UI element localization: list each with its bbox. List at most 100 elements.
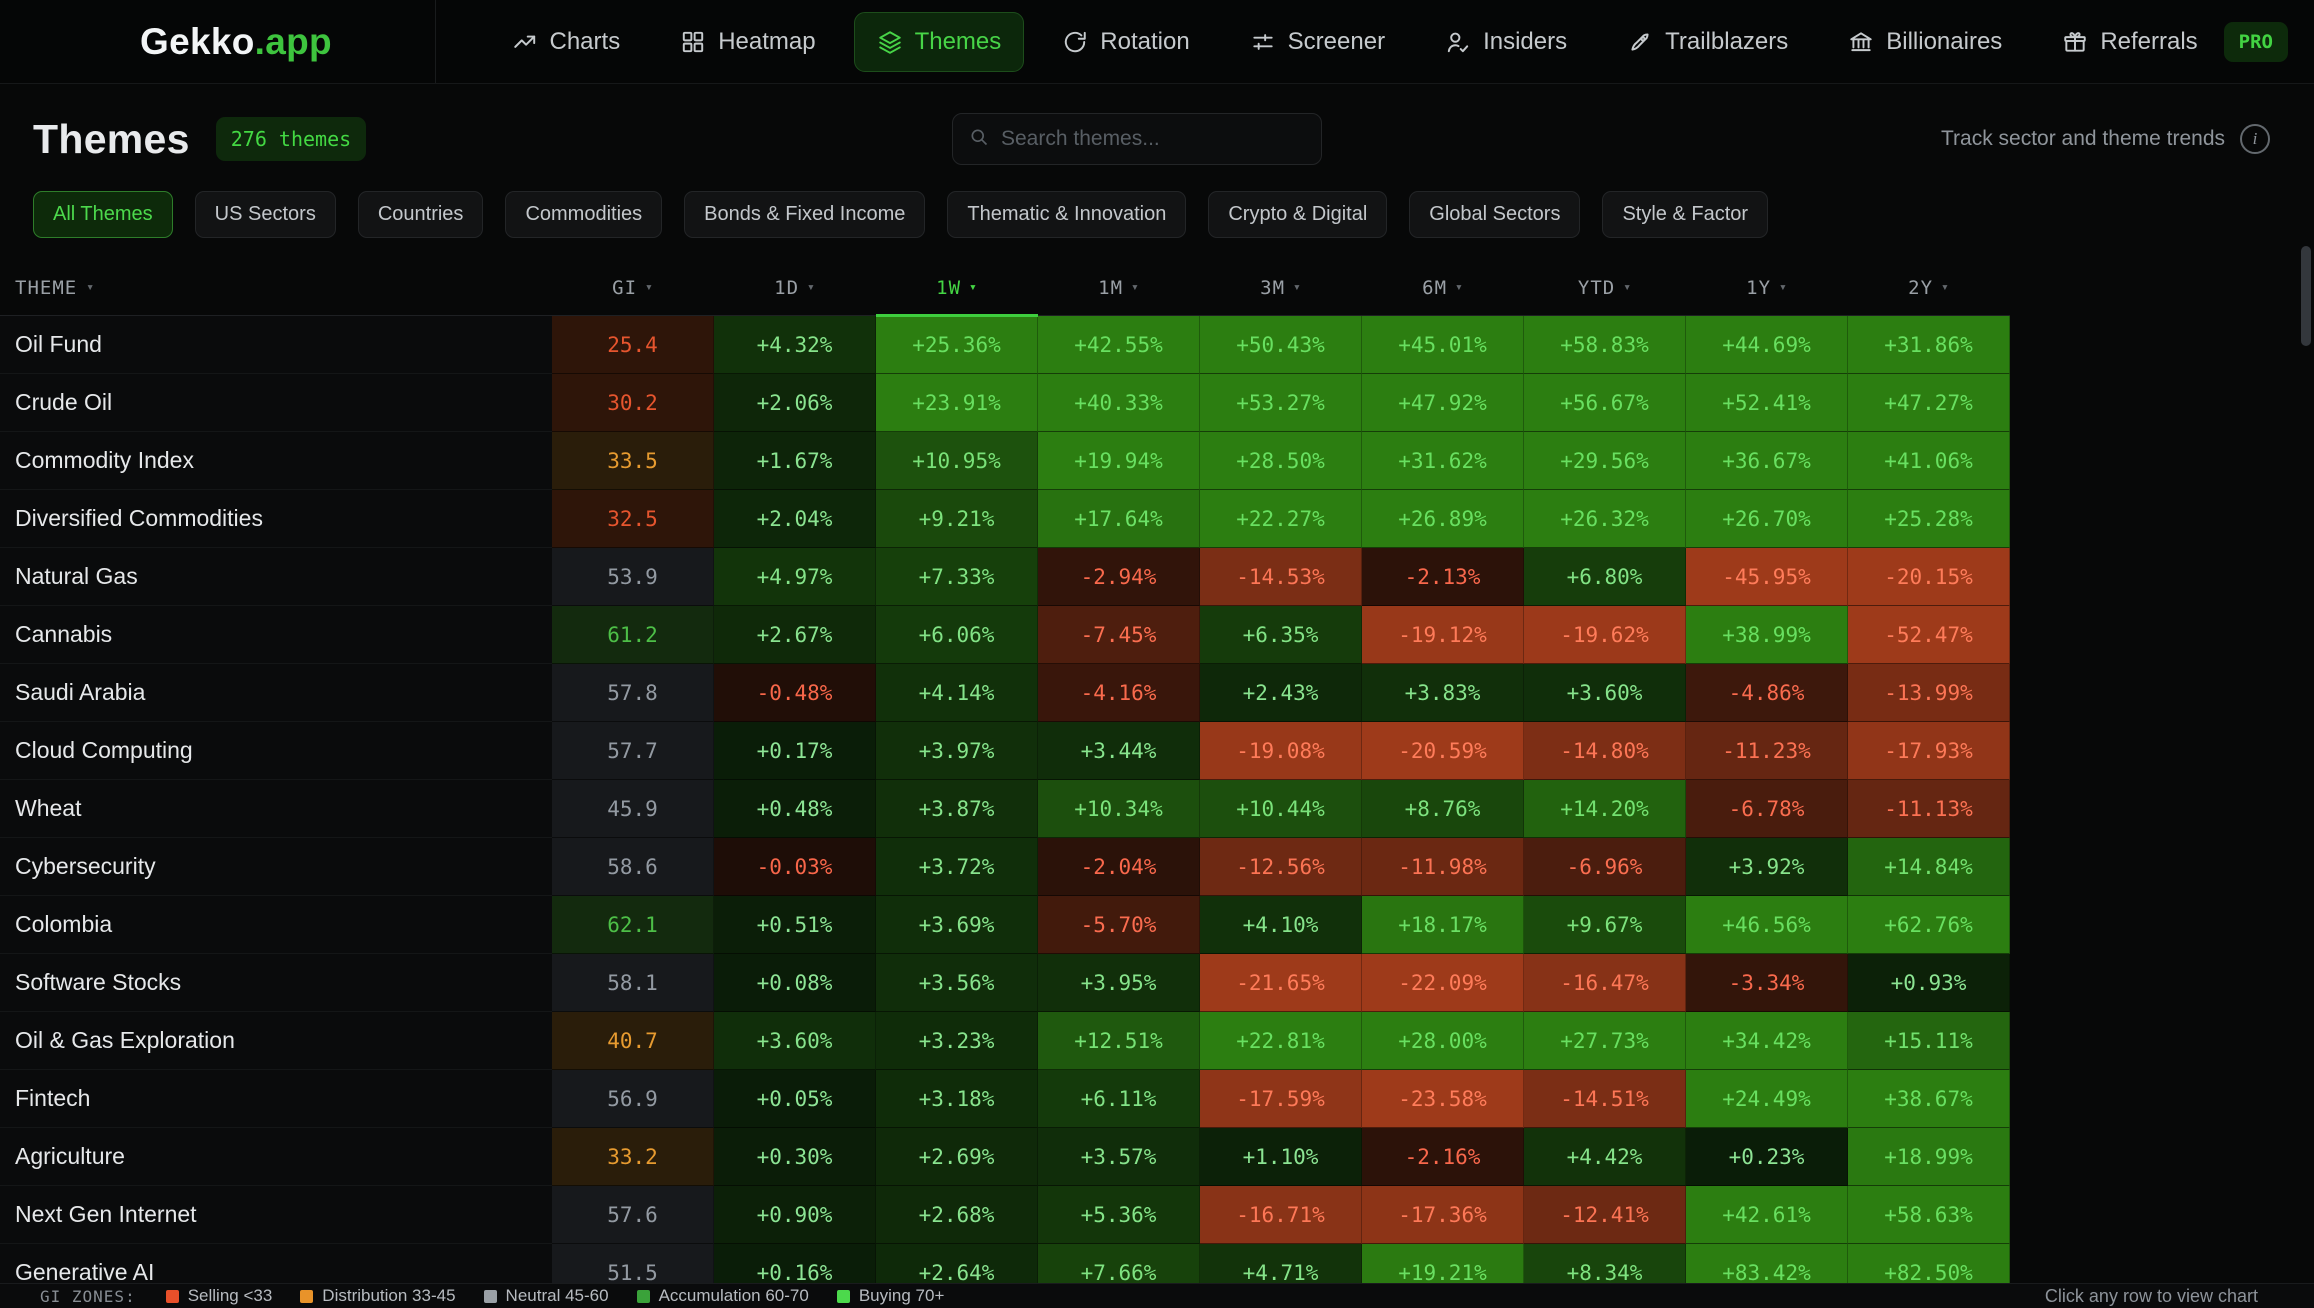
table-row[interactable]: Oil Fund25.4+4.32%+25.36%+42.55%+50.43%+… (0, 316, 2010, 374)
value-cell-3m: +1.10% (1200, 1128, 1362, 1186)
vertical-scrollbar-thumb[interactable] (2301, 246, 2311, 346)
value-cell-1d: +0.30% (714, 1128, 876, 1186)
legend-bar: GI ZONES: Selling <33Distribution 33-45N… (0, 1283, 2314, 1308)
zone-color-swatch (484, 1290, 497, 1303)
value-cell-2y: +31.86% (1848, 316, 2010, 374)
gi-cell: 61.2 (552, 606, 714, 664)
value-cell-3m: -19.08% (1200, 722, 1362, 780)
nav-item-trailblazers[interactable]: Trailblazers (1605, 13, 1810, 71)
value-cell-2y: +0.93% (1848, 954, 2010, 1012)
value-cell-2y: +15.11% (1848, 1012, 2010, 1070)
table-row[interactable]: Diversified Commodities32.5+2.04%+9.21%+… (0, 490, 2010, 548)
column-header-theme[interactable]: THEME ▾ (0, 277, 552, 299)
pro-badge[interactable]: PRO (2224, 22, 2288, 62)
table-row[interactable]: Saudi Arabia57.8-0.48%+4.14%-4.16%+2.43%… (0, 664, 2010, 722)
nav-item-rotation[interactable]: Rotation (1040, 13, 1211, 71)
nav-item-label: Heatmap (718, 28, 815, 56)
value-cell-1m: +3.44% (1038, 722, 1200, 780)
table-row[interactable]: Colombia62.1+0.51%+3.69%-5.70%+4.10%+18.… (0, 896, 2010, 954)
theme-name: Wheat (0, 780, 552, 838)
table-header: THEME ▾ GI▾1D▾1W▾1M▾3M▾6M▾YTD▾1Y▾2Y▾ (0, 260, 2010, 316)
table-row[interactable]: Commodity Index33.5+1.67%+10.95%+19.94%+… (0, 432, 2010, 490)
value-cell-1m: +3.57% (1038, 1128, 1200, 1186)
filter-tab-us-sectors[interactable]: US Sectors (195, 191, 336, 238)
value-cell-1w: +2.69% (876, 1128, 1038, 1186)
table-row[interactable]: Oil & Gas Exploration40.7+3.60%+3.23%+12… (0, 1012, 2010, 1070)
table-row[interactable]: Fintech56.9+0.05%+3.18%+6.11%-17.59%-23.… (0, 1070, 2010, 1128)
value-cell-1y: +24.49% (1686, 1070, 1848, 1128)
top-nav: Gekko.app Charts Heatmap Themes Rotation Scr… (0, 0, 2314, 84)
table-row[interactable]: Agriculture33.2+0.30%+2.69%+3.57%+1.10%-… (0, 1128, 2010, 1186)
sliders-icon (1250, 29, 1276, 55)
table-row[interactable]: Next Gen Internet57.6+0.90%+2.68%+5.36%-… (0, 1186, 2010, 1244)
column-header-gi[interactable]: GI▾ (552, 260, 714, 315)
gi-zones-label: GI ZONES: (40, 1287, 136, 1306)
table-row[interactable]: Wheat45.9+0.48%+3.87%+10.34%+10.44%+8.76… (0, 780, 2010, 838)
table-row[interactable]: Cannabis61.2+2.67%+6.06%-7.45%+6.35%-19.… (0, 606, 2010, 664)
table-row[interactable]: Crude Oil30.2+2.06%+23.91%+40.33%+53.27%… (0, 374, 2010, 432)
table-body: Oil Fund25.4+4.32%+25.36%+42.55%+50.43%+… (0, 316, 2010, 1302)
nav-item-label: Themes (915, 28, 1002, 56)
column-header-3m[interactable]: 3M▾ (1200, 260, 1362, 315)
gi-cell: 57.7 (552, 722, 714, 780)
value-cell-1w: +23.91% (876, 374, 1038, 432)
nav-item-heatmap[interactable]: Heatmap (658, 13, 837, 71)
table-row[interactable]: Software Stocks58.1+0.08%+3.56%+3.95%-21… (0, 954, 2010, 1012)
column-header-1d[interactable]: 1D▾ (714, 260, 876, 315)
table-row[interactable]: Cybersecurity58.6-0.03%+3.72%-2.04%-12.5… (0, 838, 2010, 896)
app-logo[interactable]: Gekko.app (0, 21, 435, 63)
column-header-2y[interactable]: 2Y▾ (1848, 260, 2010, 315)
themes-table: THEME ▾ GI▾1D▾1W▾1M▾3M▾6M▾YTD▾1Y▾2Y▾ Oil… (0, 260, 2010, 1302)
theme-name: Commodity Index (0, 432, 552, 490)
theme-name: Colombia (0, 896, 552, 954)
search-input[interactable] (1001, 127, 1305, 151)
zone-color-swatch (837, 1290, 850, 1303)
value-cell-1y: -6.78% (1686, 780, 1848, 838)
value-cell-1m: -4.16% (1038, 664, 1200, 722)
value-cell-6m: +26.89% (1362, 490, 1524, 548)
value-cell-3m: +50.43% (1200, 316, 1362, 374)
value-cell-1m: +12.51% (1038, 1012, 1200, 1070)
filter-tab-style-factor[interactable]: Style & Factor (1602, 191, 1768, 238)
value-cell-ytd: +14.20% (1524, 780, 1686, 838)
column-header-ytd[interactable]: YTD▾ (1524, 260, 1686, 315)
row-click-hint: Click any row to view chart (2045, 1286, 2258, 1307)
grid-icon (680, 29, 706, 55)
value-cell-ytd: -6.96% (1524, 838, 1686, 896)
nav-item-screener[interactable]: Screener (1228, 13, 1407, 71)
gi-cell: 57.8 (552, 664, 714, 722)
column-header-6m[interactable]: 6M▾ (1362, 260, 1524, 315)
filter-tab-crypto-digital[interactable]: Crypto & Digital (1208, 191, 1387, 238)
value-cell-6m: -2.16% (1362, 1128, 1524, 1186)
nav-item-referrals[interactable]: Referrals (2040, 13, 2219, 71)
nav-item-charts[interactable]: Charts (490, 13, 643, 71)
zone-color-swatch (637, 1290, 650, 1303)
filter-tab-global-sectors[interactable]: Global Sectors (1409, 191, 1580, 238)
value-cell-ytd: +4.42% (1524, 1128, 1686, 1186)
value-cell-1m: +40.33% (1038, 374, 1200, 432)
value-cell-2y: -17.93% (1848, 722, 2010, 780)
filter-tab-all-themes[interactable]: All Themes (33, 191, 173, 238)
value-cell-1w: +3.97% (876, 722, 1038, 780)
filter-tab-thematic-innovation[interactable]: Thematic & Innovation (947, 191, 1186, 238)
nav-item-insiders[interactable]: Insiders (1423, 13, 1589, 71)
value-cell-2y: +41.06% (1848, 432, 2010, 490)
value-cell-6m: -20.59% (1362, 722, 1524, 780)
table-row[interactable]: Natural Gas53.9+4.97%+7.33%-2.94%-14.53%… (0, 548, 2010, 606)
theme-name: Agriculture (0, 1128, 552, 1186)
nav-item-billionaires[interactable]: Billionaires (1826, 13, 2024, 71)
info-icon[interactable]: i (2240, 124, 2270, 154)
value-cell-1w: +9.21% (876, 490, 1038, 548)
column-header-1y[interactable]: 1Y▾ (1686, 260, 1848, 315)
value-cell-1m: +3.95% (1038, 954, 1200, 1012)
filter-tab-countries[interactable]: Countries (358, 191, 484, 238)
value-cell-3m: -17.59% (1200, 1070, 1362, 1128)
filter-tab-commodities[interactable]: Commodities (505, 191, 662, 238)
column-header-1m[interactable]: 1M▾ (1038, 260, 1200, 315)
table-row[interactable]: Cloud Computing57.7+0.17%+3.97%+3.44%-19… (0, 722, 2010, 780)
legend-zone-accumulation-60-70: Accumulation 60-70 (637, 1286, 809, 1306)
nav-item-themes[interactable]: Themes (854, 12, 1025, 72)
value-cell-ytd: +3.60% (1524, 664, 1686, 722)
column-header-1w[interactable]: 1W▾ (876, 260, 1038, 315)
filter-tab-bonds-fixed-income[interactable]: Bonds & Fixed Income (684, 191, 925, 238)
